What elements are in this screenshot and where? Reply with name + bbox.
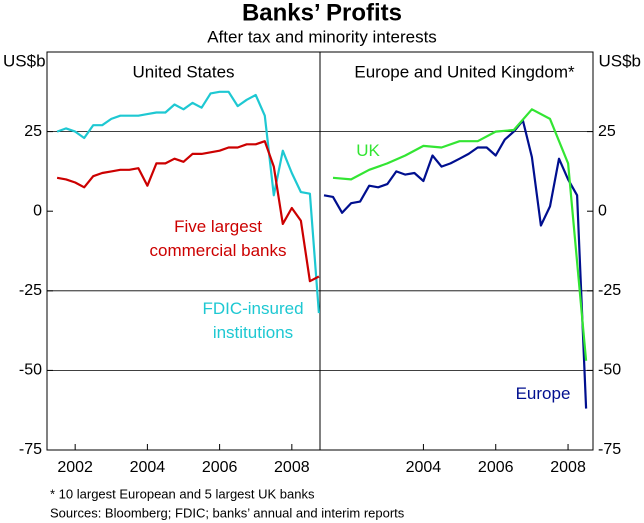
y-tick-label: -50 — [598, 362, 621, 379]
chart-subtitle: After tax and minority interests — [207, 27, 437, 46]
y-tick-label: 0 — [33, 202, 42, 219]
x-tick-label: 2008 — [550, 459, 586, 476]
footnote: * 10 largest European and 5 largest UK b… — [50, 486, 315, 501]
x-tick-label: 2006 — [478, 459, 514, 476]
sources: Sources: Bloomberg; FDIC; banks’ annual … — [50, 505, 405, 520]
y-tick-label: 0 — [598, 202, 607, 219]
chart-title: Banks’ Profits — [242, 0, 402, 26]
series-line — [56, 90, 320, 314]
y-tick-label: 25 — [598, 123, 616, 140]
y-tick-label: 25 — [24, 123, 42, 140]
series-label: Five largest commercial banks — [150, 217, 287, 260]
series-label: UK — [356, 141, 380, 160]
y-axis-label: US$b — [3, 51, 46, 70]
series-line — [332, 108, 588, 361]
x-tick-label: 2002 — [57, 459, 93, 476]
panel-title: Europe and United Kingdom* — [354, 62, 575, 81]
y-axis-label: US$b — [598, 51, 641, 70]
x-tick-label: 2004 — [130, 459, 166, 476]
y-tick-label: -50 — [19, 362, 42, 379]
x-tick-label: 2008 — [274, 459, 310, 476]
x-tick-label: 2004 — [406, 459, 442, 476]
y-tick-label: -75 — [19, 441, 42, 458]
y-tick-label: -25 — [19, 282, 42, 299]
y-tick-label: -25 — [598, 282, 621, 299]
panel-title: United States — [132, 62, 234, 81]
series-label: FDIC-insured institutions — [202, 299, 303, 342]
series-line — [56, 140, 320, 283]
y-tick-label: -75 — [598, 441, 621, 458]
series-label: Europe — [516, 384, 571, 403]
x-tick-label: 2006 — [202, 459, 238, 476]
series-line — [323, 119, 588, 409]
